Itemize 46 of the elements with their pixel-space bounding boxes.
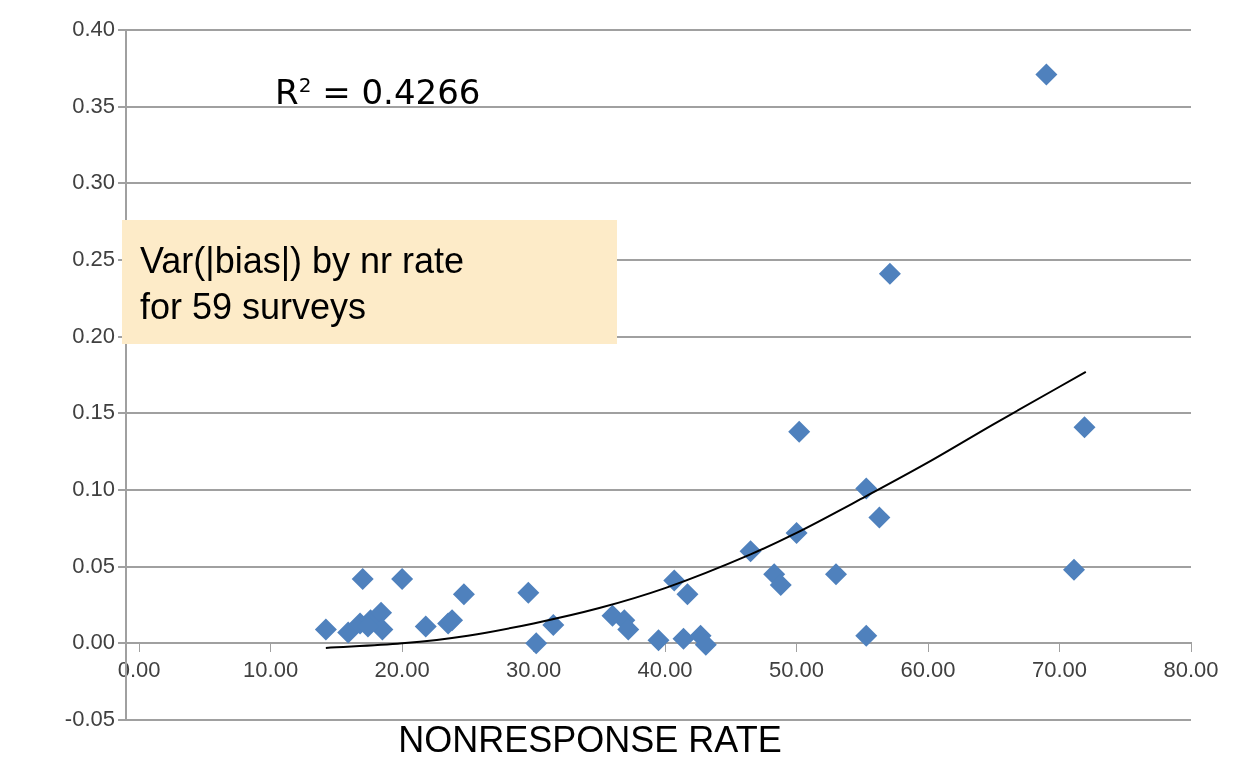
- point: [855, 477, 878, 500]
- point: [868, 506, 891, 529]
- point: [672, 627, 695, 650]
- point: [414, 615, 437, 638]
- point: [542, 613, 565, 636]
- point: [676, 583, 699, 606]
- y-tick-label: 0.05: [72, 552, 115, 578]
- point: [391, 567, 414, 590]
- y-tick-label: 0.25: [72, 246, 115, 272]
- point: [517, 581, 540, 604]
- x-tick-label: 70.00: [1031, 656, 1088, 682]
- point: [855, 624, 878, 647]
- x-axis-title: NONRESPONSE RATE: [398, 719, 782, 760]
- annotation: R$^{2}$ = 0.4266: [275, 72, 481, 112]
- point: [878, 262, 901, 285]
- point: [370, 601, 393, 624]
- y-tick-label: 0.10: [72, 476, 115, 502]
- y-tick-label: 0.00: [72, 629, 115, 655]
- y-tick-label: 0.35: [72, 92, 115, 118]
- x-tick-label: 10.00: [243, 656, 299, 682]
- x-tick-label: 80.00: [1163, 656, 1219, 682]
- y-tick-label: 0.40: [72, 16, 115, 42]
- point: [351, 567, 374, 590]
- point: [1035, 63, 1058, 86]
- point: [769, 574, 792, 597]
- point: [314, 618, 337, 641]
- y-tick-label: 0.20: [72, 322, 115, 348]
- text-box: Var(|bias|) by nr rate for 59 surveys: [122, 220, 617, 344]
- x-tick-label: 20.00: [374, 656, 430, 682]
- y-tick-label: 0.15: [72, 399, 115, 425]
- point: [1073, 416, 1096, 439]
- x-tick-label: 60.00: [900, 656, 956, 682]
- x-tick-label: 0.00: [117, 656, 161, 682]
- x-tick-label: 30.00: [506, 656, 562, 682]
- point: [825, 563, 847, 586]
- line-series: [324, 370, 1087, 649]
- x-tick-label: 50.00: [769, 656, 825, 682]
- y-tick-label: -0.05: [64, 706, 115, 732]
- point: [788, 420, 811, 443]
- point: [525, 632, 548, 655]
- point: [452, 583, 475, 606]
- point: [1062, 558, 1085, 581]
- x-tick-label: 40.00: [637, 656, 693, 682]
- point: [337, 621, 360, 644]
- y-tick-label: 0.30: [72, 169, 115, 195]
- point: [647, 629, 670, 652]
